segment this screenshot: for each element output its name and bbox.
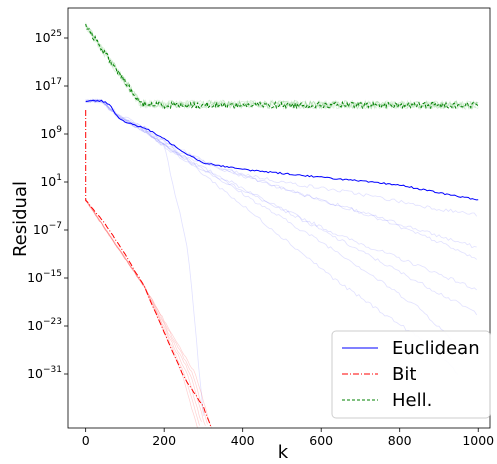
faint-bit-trial [85,198,208,425]
y-tick-label: 101 [40,173,62,189]
y-tick-label: 10−15 [27,269,62,285]
x-tick-label: 600 [309,433,333,448]
legend-bit-label: Bit [392,364,416,385]
legend: Euclidean Bit Hell. [331,330,491,419]
faint-bit-trial [85,199,198,429]
x-tick-label: 400 [231,433,255,448]
legend-box [331,330,491,419]
series-line-euclidean [85,99,479,201]
faint-hell-trial [85,25,479,110]
x-tick-label: 800 [388,433,412,448]
x-tick-label: 1000 [462,433,494,448]
faint-bit-trial [85,199,202,422]
x-tick-label: 0 [82,433,90,448]
faint-hell-trial [85,25,479,110]
faint-euclidean-trial [85,99,477,291]
faint-euclidean-trial [85,98,477,249]
faint-euclidean-trial [85,98,478,316]
y-tick-label: 1017 [35,77,62,93]
ticks-layer: 0 200 400 600 800 1000 1025 1017 109 101 10−7 10−15… [27,29,494,448]
plot-frame [67,7,491,429]
faint-euclidean-trial [85,98,204,416]
series-line-hell [85,23,479,110]
faint-euclidean-trial [85,99,478,217]
y-tick-label: 10−23 [27,317,62,333]
y-tick-label: 1025 [35,29,62,45]
legend-euclidean-label: Euclidean [392,338,480,359]
faint-hell-trial [85,26,479,110]
x-axis-label: k [278,442,289,463]
faint-bit-trial [85,199,200,426]
series-layer [85,23,479,429]
y-axis-label: Residual [10,181,31,257]
legend-hell-label: Hell. [392,390,432,411]
faint-bit-trial [85,199,206,426]
faint-euclidean-trial [85,98,477,260]
series-line-bit [85,110,212,429]
y-tick-label: 10−7 [33,221,62,237]
y-tick-label: 10−31 [27,365,62,381]
faint-euclidean-trial [85,98,463,352]
y-tick-label: 109 [40,125,62,141]
faint-hell-trial [85,22,479,111]
x-tick-label: 200 [152,433,176,448]
faint-euclidean-trial [85,99,459,375]
faint-bit-trial [85,200,212,428]
faint-hell-trial [85,23,479,110]
